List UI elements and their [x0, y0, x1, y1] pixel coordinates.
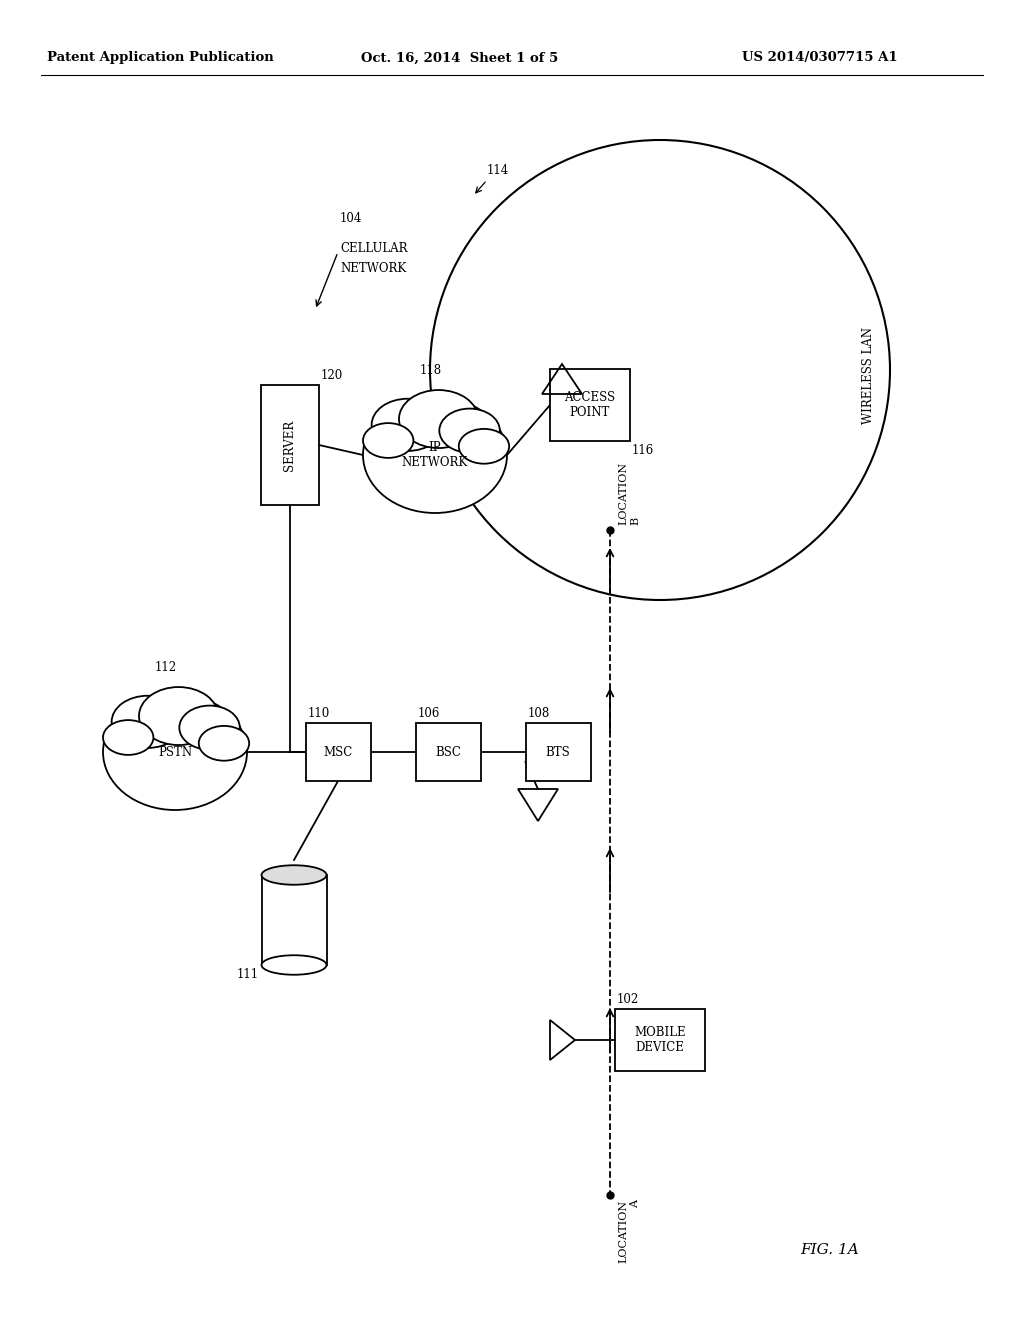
Ellipse shape	[372, 399, 443, 451]
Text: ACCESS
POINT: ACCESS POINT	[564, 391, 615, 418]
Text: A: A	[630, 1200, 640, 1208]
Ellipse shape	[103, 694, 247, 810]
Ellipse shape	[179, 706, 240, 750]
Ellipse shape	[139, 686, 218, 744]
Text: 108: 108	[527, 708, 550, 719]
FancyBboxPatch shape	[525, 723, 591, 781]
Text: 120: 120	[321, 370, 343, 381]
Ellipse shape	[261, 956, 327, 974]
FancyBboxPatch shape	[615, 1008, 705, 1071]
Ellipse shape	[112, 696, 183, 748]
FancyBboxPatch shape	[261, 385, 319, 506]
Text: WIRELESS LAN: WIRELESS LAN	[861, 326, 874, 424]
Ellipse shape	[261, 865, 327, 884]
Text: 110: 110	[307, 708, 330, 719]
Ellipse shape	[439, 409, 500, 453]
Text: 106: 106	[418, 708, 440, 719]
FancyBboxPatch shape	[550, 370, 630, 441]
FancyBboxPatch shape	[261, 875, 327, 965]
Text: BSC: BSC	[435, 746, 461, 759]
Ellipse shape	[199, 726, 249, 760]
Text: Patent Application Publication: Patent Application Publication	[47, 51, 273, 65]
FancyBboxPatch shape	[305, 723, 371, 781]
Text: CELLULAR: CELLULAR	[340, 242, 408, 255]
Text: MSC: MSC	[324, 746, 352, 759]
Text: IP
NETWORK: IP NETWORK	[401, 441, 468, 469]
Text: LOCATION: LOCATION	[618, 462, 628, 525]
Text: 114: 114	[487, 164, 509, 177]
Text: 104: 104	[340, 213, 362, 224]
Ellipse shape	[399, 389, 478, 447]
Text: NETWORK: NETWORK	[340, 261, 407, 275]
Text: US 2014/0307715 A1: US 2014/0307715 A1	[742, 51, 898, 65]
Text: 102: 102	[617, 993, 639, 1006]
Text: BTS: BTS	[546, 746, 570, 759]
Text: Oct. 16, 2014  Sheet 1 of 5: Oct. 16, 2014 Sheet 1 of 5	[361, 51, 559, 65]
Text: 116: 116	[632, 444, 654, 457]
Ellipse shape	[362, 424, 414, 458]
Text: 111: 111	[237, 968, 258, 981]
Ellipse shape	[362, 397, 507, 513]
Text: MOBILE
DEVICE: MOBILE DEVICE	[634, 1026, 686, 1053]
Text: B: B	[630, 517, 640, 525]
Ellipse shape	[459, 429, 509, 463]
Text: LOCATION: LOCATION	[618, 1200, 628, 1263]
FancyBboxPatch shape	[416, 723, 480, 781]
Text: 118: 118	[420, 364, 442, 378]
Ellipse shape	[103, 721, 154, 755]
Text: PSTN: PSTN	[158, 746, 193, 759]
Text: 112: 112	[155, 661, 177, 675]
Text: SERVER: SERVER	[284, 420, 297, 471]
Text: FIG. 1A: FIG. 1A	[801, 1243, 859, 1257]
